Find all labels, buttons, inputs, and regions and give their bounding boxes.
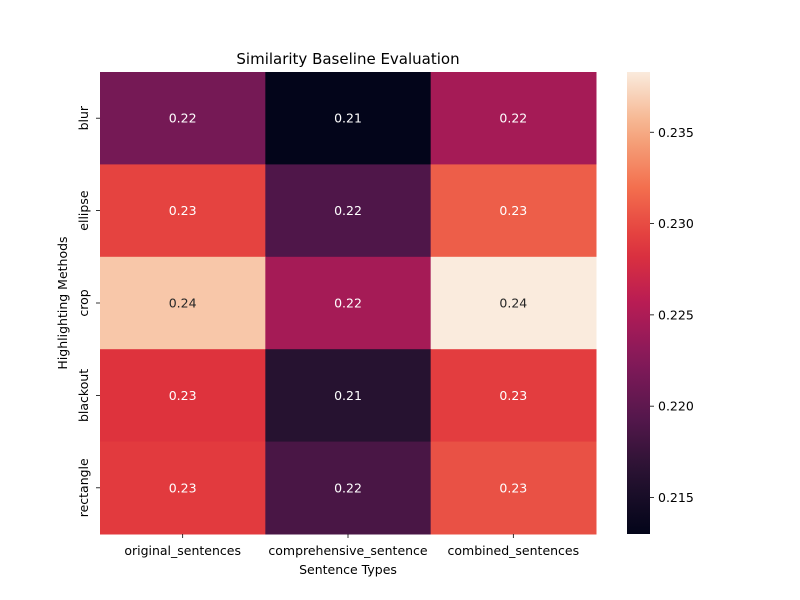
colorbar: 0.215 0.220 0.225 0.230 0.235: [627, 72, 694, 534]
y-axis-ticks: blur ellipse crop blackout rectangle: [76, 105, 100, 517]
colorbar-tick-label: 0.225: [658, 307, 694, 322]
x-tick-label: original_sentences: [124, 543, 241, 558]
heatmap-cell: [430, 164, 597, 258]
y-axis-label: Highlighting Methods: [55, 236, 70, 369]
colorbar-tick-label: 0.235: [658, 125, 694, 140]
cell-value-label: 0.23: [499, 480, 527, 495]
y-tick-label: rectangle: [76, 458, 91, 517]
y-tick-label: blur: [76, 105, 91, 130]
heatmap-cell: [100, 72, 266, 165]
heatmap-cell: [100, 441, 266, 535]
colorbar-tick-label: 0.215: [658, 490, 694, 505]
cell-value-label: 0.21: [334, 388, 362, 403]
cell-value-label: 0.24: [169, 296, 197, 311]
heatmap-cell: [265, 164, 432, 258]
cell-value-label: 0.22: [169, 111, 197, 126]
heatmap-cell: [265, 349, 432, 443]
cell-value-label: 0.21: [334, 111, 362, 126]
cell-value-label: 0.22: [334, 296, 362, 311]
x-axis-label: Sentence Types: [299, 562, 397, 577]
x-tick-label: comprehensive_sentence: [268, 543, 428, 558]
cell-value-label: 0.23: [499, 203, 527, 218]
heatmap-cell: [265, 256, 432, 350]
x-tick-label: combined_sentences: [448, 543, 580, 558]
heatmap-cell: [265, 441, 432, 535]
x-axis-ticks: original_sentences comprehensive_sentence…: [124, 534, 579, 558]
cell-value-label: 0.22: [334, 480, 362, 495]
cell-value-label: 0.22: [499, 111, 527, 126]
heatmap-cell: [100, 256, 266, 350]
cell-value-label: 0.23: [169, 388, 197, 403]
cell-value-label: 0.23: [169, 480, 197, 495]
heatmap-cell: [430, 72, 597, 165]
heatmap-cells: 0.22 0.21 0.22 0.23 0.22 0.23 0.24 0.22 0.24 0.23…: [100, 72, 597, 535]
heatmap-cell: [265, 72, 432, 165]
cell-value-label: 0.22: [334, 203, 362, 218]
heatmap-cell: [430, 349, 597, 443]
y-tick-label: crop: [76, 289, 91, 316]
heatmap-cell: [430, 441, 597, 535]
colorbar-gradient: [627, 72, 650, 534]
heatmap-cell: [100, 349, 266, 443]
colorbar-tick-label: 0.220: [658, 399, 694, 414]
colorbar-tick-label: 0.230: [658, 216, 694, 231]
y-tick-label: blackout: [76, 369, 91, 422]
heatmap-cell: [430, 256, 597, 350]
cell-value-label: 0.23: [499, 388, 527, 403]
cell-value-label: 0.23: [169, 203, 197, 218]
chart-title: Similarity Baseline Evaluation: [236, 50, 459, 68]
heatmap-cell: [100, 164, 266, 258]
y-tick-label: ellipse: [76, 190, 91, 231]
cell-value-label: 0.24: [499, 296, 527, 311]
